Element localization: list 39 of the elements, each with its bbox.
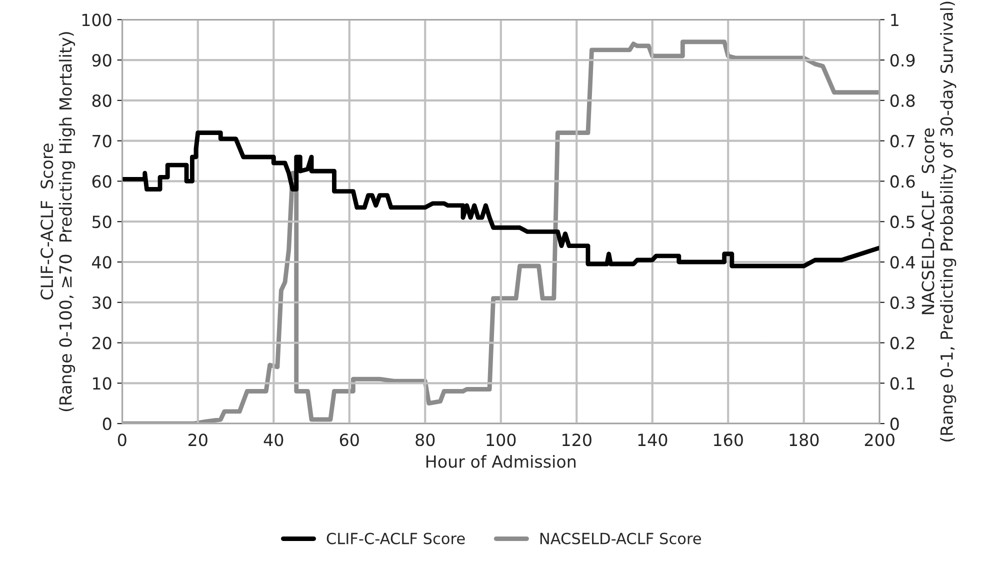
y-tick-label: 70 — [92, 134, 112, 148]
y-tick-label: 50 — [92, 216, 112, 228]
y2-tick-label: 1 — [891, 14, 898, 26]
y2-tick-label: 0.3 — [890, 296, 914, 309]
x-tick-label: 60 — [340, 434, 359, 446]
y2-tick-label: 0.7 — [890, 134, 914, 148]
y-tick-label: 30 — [92, 296, 112, 309]
y2-tick-label: 0.4 — [890, 256, 915, 269]
y2-tick-label: 0.6 — [890, 175, 915, 188]
y-tick-label: 0 — [102, 418, 112, 430]
x-tick-label: 80 — [416, 434, 435, 446]
legend-label: NACSELD-ACLF Score — [540, 532, 701, 544]
x-tick-label: 40 — [264, 434, 284, 446]
x-tick-label: 200 — [864, 434, 894, 446]
y-tick-label: 90 — [92, 54, 112, 67]
x-tick-label: 0 — [118, 434, 126, 446]
y-tick-label: 80 — [92, 94, 112, 107]
y-tick-label: 10 — [93, 377, 112, 390]
y2-tick-label: 0.9 — [890, 54, 915, 67]
y-tick-label: 100 — [82, 14, 112, 26]
y2-tick-label: 0 — [890, 418, 899, 430]
x-tick-label: 100 — [486, 434, 516, 446]
x-axis-title: Hour of Admission — [426, 454, 576, 468]
legend-label: CLIF-C-ACLF Score — [326, 532, 465, 544]
x-tick-label: 140 — [638, 434, 668, 446]
y2-axis-title: NACSELD-ACLF Score (Range 0-1, Predicting Probability of 30-day Survival) — [922, 2, 956, 442]
y-tick-label: 40 — [92, 256, 112, 269]
y2-tick-label: 0.5 — [890, 216, 914, 228]
y-tick-label: 20 — [92, 336, 112, 350]
y2-tick-label: 0.2 — [890, 336, 914, 350]
y2-tick-label: 0.1 — [890, 377, 914, 390]
x-tick-label: 180 — [790, 434, 819, 446]
x-tick-label: 120 — [562, 434, 592, 446]
y-tick-label: 60 — [92, 175, 112, 188]
x-tick-label: 160 — [714, 434, 743, 446]
y-axis-title: CLIF-C-ACLF Score (Range 0-100, ≥70 Predicting High Mortality) — [40, 32, 76, 412]
x-tick-label: 20 — [188, 434, 208, 446]
line-series — [122, 130, 880, 268]
y2-tick-label: 0.8 — [890, 94, 915, 107]
